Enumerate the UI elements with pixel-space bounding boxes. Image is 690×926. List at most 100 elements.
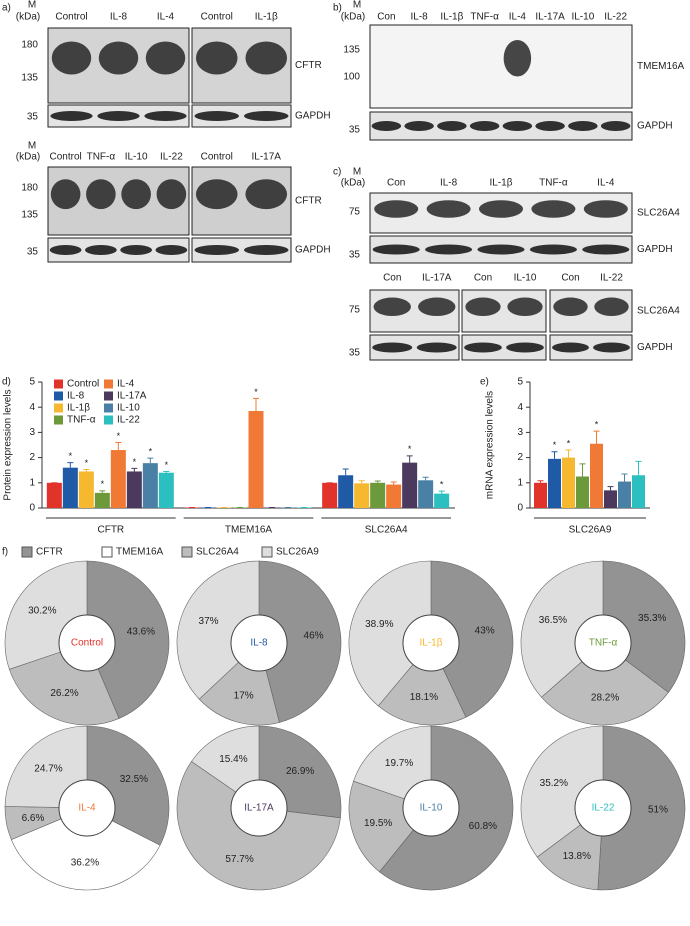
error-bar xyxy=(593,430,600,444)
legend-label: IL-10 xyxy=(117,403,140,414)
marker-header: M xyxy=(28,0,36,11)
bar xyxy=(248,410,264,508)
pie-value-label: 26.2% xyxy=(50,688,78,699)
significance-mark: * xyxy=(133,457,137,467)
protein-band xyxy=(477,244,525,255)
bar xyxy=(618,481,631,508)
pie-title: IL-1β xyxy=(420,638,443,649)
protein-band xyxy=(582,244,630,255)
x-tick-label: CFTR xyxy=(97,525,124,536)
pie-hole xyxy=(402,614,460,672)
bar xyxy=(62,467,78,508)
lane-label: IL-8 xyxy=(411,12,429,23)
protein-band xyxy=(594,297,629,317)
lane-label: Con xyxy=(377,12,395,23)
bar xyxy=(126,471,142,508)
bar xyxy=(534,482,547,508)
bar xyxy=(338,475,354,508)
legend-swatch xyxy=(181,546,193,558)
lane-label: IL-10 xyxy=(571,12,594,23)
lane-label: IL-4 xyxy=(597,178,615,189)
lane-label: Control xyxy=(201,12,233,23)
pie-title: IL-8 xyxy=(250,638,268,649)
error-bar xyxy=(358,480,365,484)
legend-swatch xyxy=(21,546,33,558)
error-bar xyxy=(67,462,74,468)
error-bar xyxy=(607,486,614,491)
lane-label: Con xyxy=(561,273,579,284)
error-bar xyxy=(253,397,259,411)
panel-label: c) xyxy=(333,167,341,178)
marker-unit: (kDa) xyxy=(16,152,40,163)
protein-band xyxy=(529,244,577,255)
x-tick-label: TMEM16A xyxy=(225,525,273,536)
protein-label: SLC26A4 xyxy=(637,306,680,317)
pie-hole xyxy=(574,614,632,672)
protein-band xyxy=(426,200,471,218)
pie-value-label: 35.3% xyxy=(638,613,666,624)
error-bar xyxy=(390,481,397,485)
lane-label: IL-1β xyxy=(490,178,513,189)
protein-band xyxy=(469,121,500,131)
marker-label: 35 xyxy=(27,247,39,258)
protein-band xyxy=(425,244,473,255)
significance-mark: * xyxy=(254,387,258,397)
protein-band xyxy=(51,41,92,75)
lane-label: IL-22 xyxy=(604,12,627,23)
bar xyxy=(562,457,575,508)
pie-value-label: 60.8% xyxy=(469,821,497,832)
protein-band xyxy=(144,111,187,121)
bar xyxy=(590,443,603,508)
protein-band xyxy=(583,200,628,218)
lane-label: IL-8 xyxy=(110,12,128,23)
bar xyxy=(386,484,402,508)
lane-label: IL-8 xyxy=(440,178,458,189)
pie-value-label: 18.1% xyxy=(410,692,438,703)
significance-mark: * xyxy=(101,479,105,489)
bar xyxy=(370,482,386,508)
pie-title: IL-17A xyxy=(244,803,274,814)
error-bar xyxy=(342,468,349,476)
pie-title: Control xyxy=(71,638,103,649)
y-tick-label: 3 xyxy=(29,427,35,438)
protein-band xyxy=(464,342,502,353)
pie-value-label: 36.2% xyxy=(71,858,99,869)
marker-label: 35 xyxy=(349,348,361,359)
y-tick-label: 4 xyxy=(517,402,523,413)
protein-label: GAPDH xyxy=(295,245,331,256)
pie-value-label: 19.5% xyxy=(364,818,392,829)
bar xyxy=(322,482,338,508)
panel-label: f) xyxy=(2,547,8,558)
protein-band xyxy=(156,179,187,210)
blot-membrane xyxy=(369,24,633,109)
legend-label: Control xyxy=(67,379,99,390)
y-tick-label: 0 xyxy=(517,503,523,514)
legend-swatch xyxy=(54,415,63,425)
pie-title: IL-22 xyxy=(592,803,615,814)
protein-band xyxy=(465,297,501,317)
protein-band xyxy=(195,179,238,210)
protein-label: GAPDH xyxy=(637,121,673,132)
protein-band xyxy=(97,111,140,121)
pie-hole xyxy=(58,779,116,837)
pie-value-label: 26.9% xyxy=(286,766,314,777)
marker-label: 180 xyxy=(21,183,38,194)
legend-label: IL-4 xyxy=(117,379,135,390)
error-bar xyxy=(163,470,170,473)
legend-swatch xyxy=(54,391,63,401)
protein-label: SLC26A4 xyxy=(637,208,680,219)
bar xyxy=(548,458,561,508)
protein-band xyxy=(372,342,413,353)
significance-mark: * xyxy=(117,431,121,441)
legend-label: IL-17A xyxy=(117,391,147,402)
error-bar xyxy=(147,457,154,464)
protein-band xyxy=(49,245,82,255)
marker-label: 35 xyxy=(349,125,361,136)
marker-header: M xyxy=(28,141,36,152)
error-bar xyxy=(131,467,138,472)
y-tick-label: 5 xyxy=(517,377,523,388)
protein-band xyxy=(593,342,630,353)
protein-label: TMEM16A xyxy=(637,61,685,72)
lane-label: IL-1β xyxy=(255,12,278,23)
